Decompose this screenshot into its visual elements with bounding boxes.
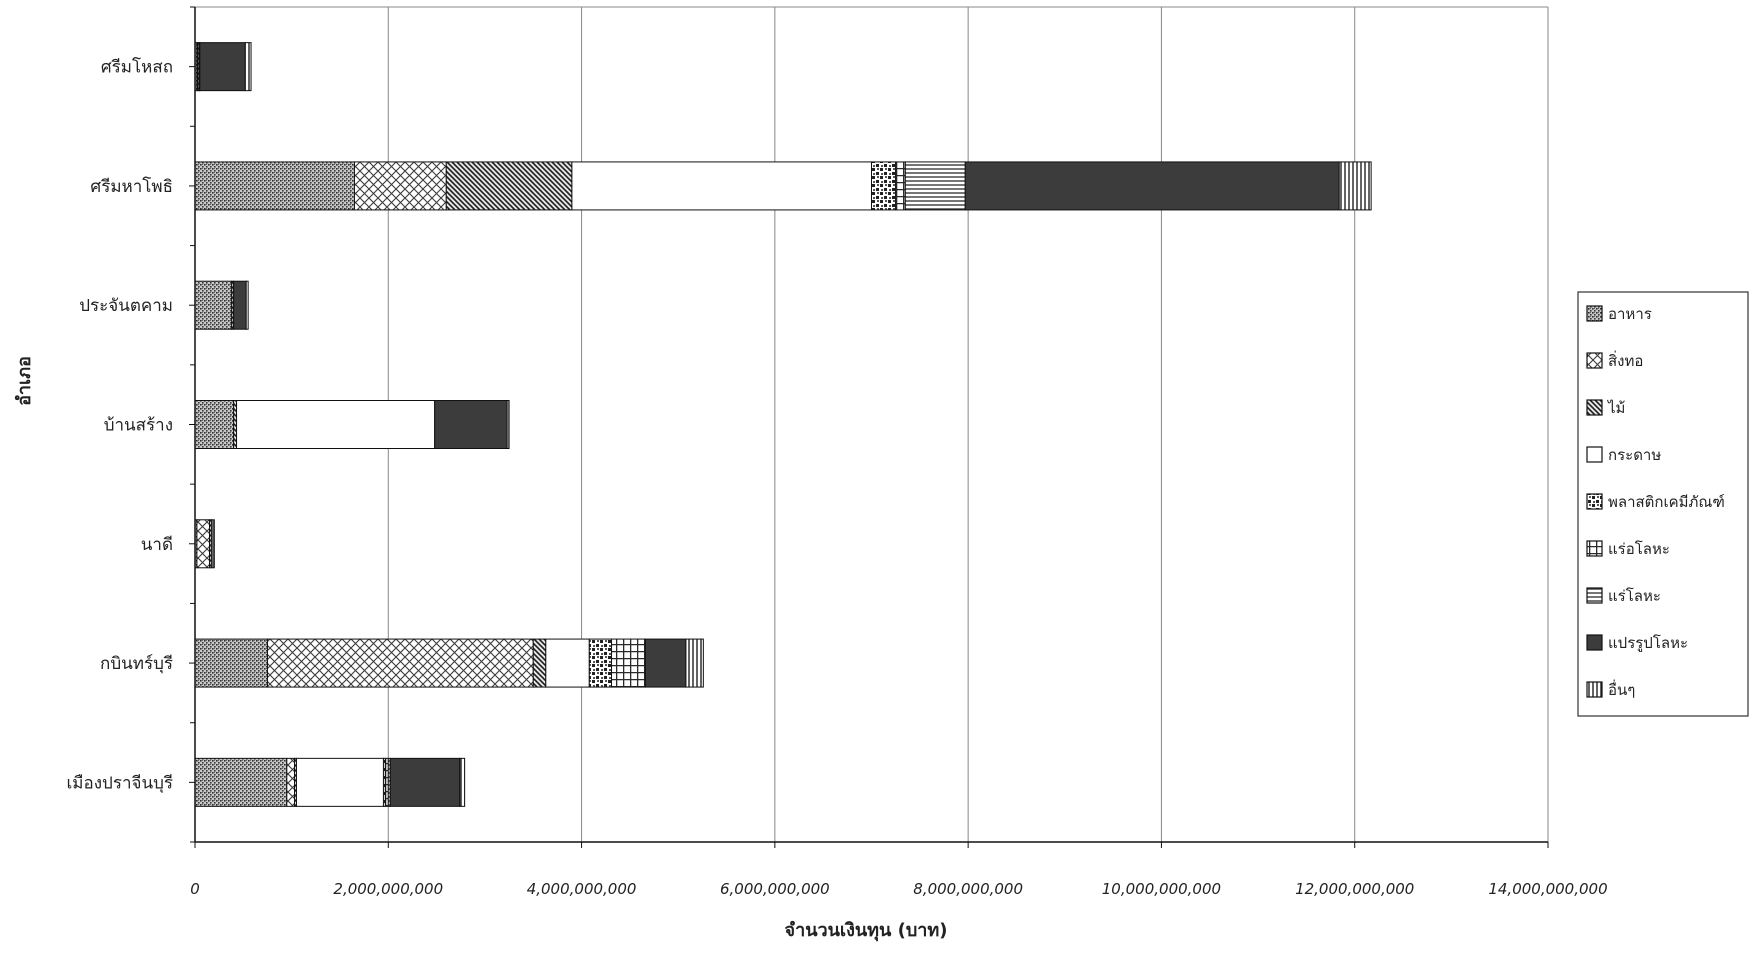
legend-label: แร่โลหะ: [1608, 587, 1661, 605]
bar-segment: [286, 757, 296, 807]
category-label: ศรีมหาโพธิ: [90, 176, 173, 197]
legend-swatch: [1586, 305, 1603, 322]
legend-label: กระดาษ: [1608, 446, 1661, 464]
x-tick-label: 12,000,000,000: [1295, 880, 1414, 898]
category-label: นาดี: [141, 535, 173, 555]
category-label: กบินทร์บุรี: [100, 654, 173, 674]
bar-segment: [199, 42, 246, 92]
legend-swatch: [1586, 681, 1603, 698]
bar-segment: [245, 280, 249, 330]
bar-segment: [895, 161, 906, 211]
x-tick-label: 6,000,000,000: [720, 880, 830, 898]
x-tick-label: 4,000,000,000: [527, 880, 637, 898]
bar-segment: [1338, 161, 1372, 211]
bar-segment: [210, 519, 215, 569]
bar-segment: [353, 161, 447, 211]
bar-segment: [194, 280, 233, 330]
bar-segment: [588, 638, 613, 688]
grid-layer: [195, 6, 1549, 842]
bar-segment: [233, 280, 247, 330]
legend-label: อื่นๆ: [1608, 679, 1635, 699]
labels-layer: ศรีมโหสถศรีมหาโพธิประจันตคามบ้านสร้างนาด…: [67, 57, 1608, 898]
category-label: ศรีมโหสถ: [101, 57, 173, 78]
x-tick-label: 10,000,000,000: [1102, 880, 1221, 898]
bar-segment: [266, 638, 534, 688]
legend-swatch: [1586, 634, 1603, 651]
bar-segment: [295, 757, 384, 807]
bar-segment: [434, 400, 508, 449]
x-tick-label: 2,000,000,000: [333, 880, 443, 898]
bar-segment: [236, 400, 436, 449]
category-label: เมืองปราจีนบุรี: [67, 773, 174, 793]
bar-segment: [196, 519, 210, 569]
y-axis-title: อำเภอ: [14, 356, 35, 406]
bar-segment: [194, 161, 355, 211]
x-tick-label: 14,000,000,000: [1488, 880, 1607, 898]
legend-label: อาหาร: [1608, 305, 1652, 323]
legend-swatch: [1586, 540, 1603, 557]
axes-layer: [189, 6, 1549, 848]
legend-box: [1577, 291, 1749, 717]
bar-segment: [506, 400, 510, 449]
legend-label: สิ่งทอ: [1608, 350, 1643, 370]
legend-label: แร่อโลหะ: [1608, 540, 1670, 558]
bar-segment: [644, 638, 687, 688]
legend-swatch: [1586, 446, 1603, 463]
bar-segment: [871, 161, 897, 211]
legend: อาหารสิ่งทอไม้กระดาษพลาสติกเคมีภัณฑ์แร่อ…: [1577, 291, 1749, 717]
bar-segment: [194, 400, 235, 449]
x-tick-label: 0: [190, 880, 200, 898]
legend-swatch: [1586, 352, 1603, 369]
legend-label: พลาสติกเคมีภัณฑ์: [1608, 493, 1725, 511]
legend-label: แปรรูปโลหะ: [1608, 634, 1688, 652]
bar-segment: [194, 757, 288, 807]
bars-layer: [194, 42, 1372, 807]
x-axis-title: จำนวนเงินทุน (บาท): [785, 920, 948, 942]
bar-segment: [545, 638, 590, 688]
bar-segment: [389, 757, 461, 807]
bar-segment: [611, 638, 646, 688]
x-tick-label: 8,000,000,000: [913, 880, 1023, 898]
legend-swatch: [1586, 399, 1603, 416]
bar-segment: [459, 757, 466, 807]
bar-segment: [571, 161, 873, 211]
category-label: ประจันตคาม: [79, 296, 173, 316]
bar-segment: [964, 161, 1340, 211]
bar-segment: [532, 638, 547, 688]
legend-swatch: [1586, 587, 1603, 604]
bar-segment: [685, 638, 704, 688]
category-label: บ้านสร้าง: [104, 416, 173, 436]
legend-label: ไม้: [1607, 399, 1625, 417]
legend-swatch: [1586, 493, 1603, 510]
bar-segment: [244, 42, 252, 92]
bar-segment: [904, 161, 966, 211]
bar-segment: [194, 638, 268, 688]
bar-segment: [445, 161, 573, 211]
